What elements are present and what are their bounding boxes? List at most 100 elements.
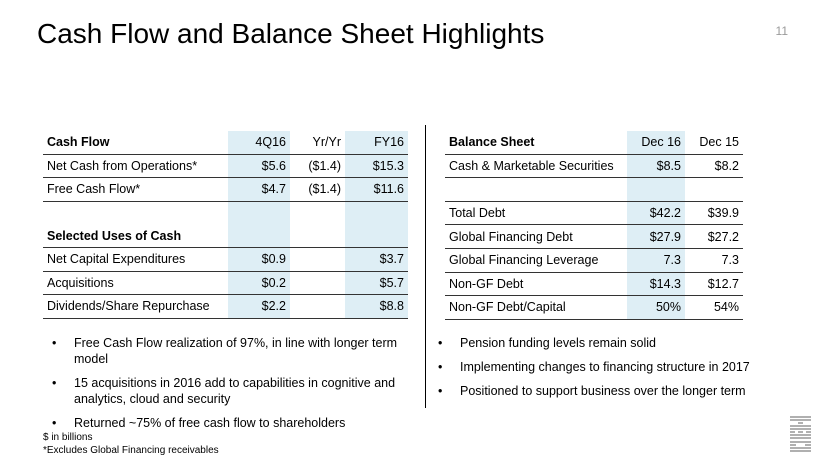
bullet-text: Pension funding levels remain solid — [460, 336, 656, 350]
cash-flow-table: Cash Flow 4Q16 Yr/Yr FY16 Net Cash from … — [43, 131, 408, 319]
bullet-item: • Returned ~75% of free cash flow to sha… — [52, 415, 407, 431]
cell-value: $39.9 — [685, 201, 743, 226]
table-row: Free Cash Flow* $4.7 ($1.4) $11.6 — [43, 177, 408, 202]
bullet-text: Implementing changes to financing struct… — [460, 360, 750, 374]
table-row-spacer — [43, 201, 408, 225]
bullet-dot-icon: • — [52, 376, 57, 390]
cell-value: $27.2 — [685, 224, 743, 249]
cell-value: $3.7 — [345, 247, 408, 272]
cell-value: $8.8 — [345, 294, 408, 319]
row-label: Net Cash from Operations* — [43, 154, 228, 179]
page-title: Cash Flow and Balance Sheet Highlights — [37, 18, 545, 49]
cell-value — [228, 201, 290, 225]
bullet-item: • Positioned to support business over th… — [438, 383, 798, 399]
footnotes: $ in billions *Excludes Global Financing… — [43, 431, 219, 457]
row-label: Global Financing Debt — [445, 224, 627, 249]
col-header-4q16: 4Q16 — [228, 131, 290, 155]
cell-value: 50% — [627, 295, 685, 320]
cell-value — [290, 294, 345, 319]
bullet-dot-icon: • — [52, 416, 57, 430]
bullet-dot-icon: • — [438, 384, 443, 398]
cell-value: 54% — [685, 295, 743, 320]
cell-value: $2.2 — [228, 294, 290, 319]
row-label: Dividends/Share Repurchase — [43, 294, 228, 319]
row-label: Acquisitions — [43, 271, 228, 296]
row-label: Global Financing Leverage — [445, 248, 627, 273]
cell-value: $12.7 — [685, 272, 743, 297]
cell-value — [627, 177, 685, 202]
balance-sheet-header-row: Balance Sheet Dec 16 Dec 15 — [445, 131, 743, 155]
balance-sheet-table: Balance Sheet Dec 16 Dec 15 Cash & Marke… — [445, 131, 743, 320]
bullet-item: • Pension funding levels remain solid — [438, 335, 798, 351]
bullet-text: Positioned to support business over the … — [460, 384, 746, 398]
bullet-dot-icon: • — [52, 336, 57, 350]
cell-value: ($1.4) — [290, 177, 345, 202]
cell-value: $0.2 — [228, 271, 290, 296]
right-bullet-list: • Pension funding levels remain solid • … — [438, 335, 798, 407]
bullet-dot-icon: • — [438, 360, 443, 374]
cell-value: $11.6 — [345, 177, 408, 202]
table-row: Global Financing Debt $27.9 $27.2 — [445, 224, 743, 249]
units-note: $ in billions — [43, 432, 93, 443]
row-label — [43, 201, 228, 224]
table-row-spacer — [445, 177, 743, 202]
cell-value: $0.9 — [228, 247, 290, 272]
cell-value — [290, 224, 345, 248]
cell-value: 7.3 — [685, 248, 743, 273]
cell-value: ($1.4) — [290, 154, 345, 179]
table-row: Dividends/Share Repurchase $2.2 $8.8 — [43, 294, 408, 319]
cell-value — [290, 201, 345, 224]
col-header-fy16: FY16 — [345, 131, 408, 155]
cell-value: $27.9 — [627, 224, 685, 249]
cash-flow-header-row: Cash Flow 4Q16 Yr/Yr FY16 — [43, 131, 408, 155]
cell-value — [290, 271, 345, 296]
cell-value: $5.6 — [228, 154, 290, 179]
col-header-dec-15: Dec 15 — [685, 131, 743, 155]
cell-value: $4.7 — [228, 177, 290, 202]
table-row: Non-GF Debt $14.3 $12.7 — [445, 272, 743, 297]
col-header-yr-yr: Yr/Yr — [290, 131, 345, 155]
cell-value: $14.3 — [627, 272, 685, 297]
table-row: Net Cash from Operations* $5.6 ($1.4) $1… — [43, 154, 408, 179]
page-number: 11 — [775, 24, 788, 38]
ibm-logo-icon — [790, 416, 811, 452]
row-label — [445, 177, 627, 202]
col-header-dec-16: Dec 16 — [627, 131, 685, 155]
cell-value: $5.7 — [345, 271, 408, 296]
table-row: Acquisitions $0.2 $5.7 — [43, 271, 408, 296]
row-label: Total Debt — [445, 201, 627, 226]
cell-value: $8.5 — [627, 154, 685, 179]
cell-value: $15.3 — [345, 154, 408, 179]
bullet-dot-icon: • — [438, 336, 443, 350]
section-heading: Selected Uses of Cash — [43, 224, 228, 248]
row-label: Cash & Marketable Securities — [445, 154, 627, 179]
cell-value — [228, 224, 290, 248]
cell-value — [290, 247, 345, 272]
bullet-item: • Free Cash Flow realization of 97%, in … — [52, 335, 407, 367]
cell-value: 7.3 — [627, 248, 685, 273]
balance-sheet-heading: Balance Sheet — [445, 131, 627, 155]
section-header-row: Selected Uses of Cash — [43, 224, 408, 248]
cell-value: $42.2 — [627, 201, 685, 226]
row-label: Non-GF Debt/Capital — [445, 295, 627, 320]
vertical-divider — [425, 125, 426, 408]
cash-flow-heading: Cash Flow — [43, 131, 228, 155]
bullet-text: Returned ~75% of free cash flow to share… — [74, 416, 346, 430]
row-label: Net Capital Expenditures — [43, 247, 228, 272]
left-bullet-list: • Free Cash Flow realization of 97%, in … — [52, 335, 407, 439]
bullet-item: • 15 acquisitions in 2016 add to capabil… — [52, 375, 407, 407]
bullet-text: Free Cash Flow realization of 97%, in li… — [74, 336, 398, 366]
row-label: Free Cash Flow* — [43, 177, 228, 202]
table-row: Net Capital Expenditures $0.9 $3.7 — [43, 247, 408, 272]
table-row: Total Debt $42.2 $39.9 — [445, 201, 743, 226]
receivables-note: *Excludes Global Financing receivables — [43, 445, 219, 456]
bullet-item: • Implementing changes to financing stru… — [438, 359, 798, 375]
cell-value: $8.2 — [685, 154, 743, 179]
bullet-text: 15 acquisitions in 2016 add to capabilit… — [74, 376, 396, 406]
table-row: Global Financing Leverage 7.3 7.3 — [445, 248, 743, 273]
cell-value — [685, 177, 743, 202]
table-row: Cash & Marketable Securities $8.5 $8.2 — [445, 154, 743, 179]
row-label: Non-GF Debt — [445, 272, 627, 297]
table-row: Non-GF Debt/Capital 50% 54% — [445, 295, 743, 320]
cell-value — [345, 201, 408, 225]
